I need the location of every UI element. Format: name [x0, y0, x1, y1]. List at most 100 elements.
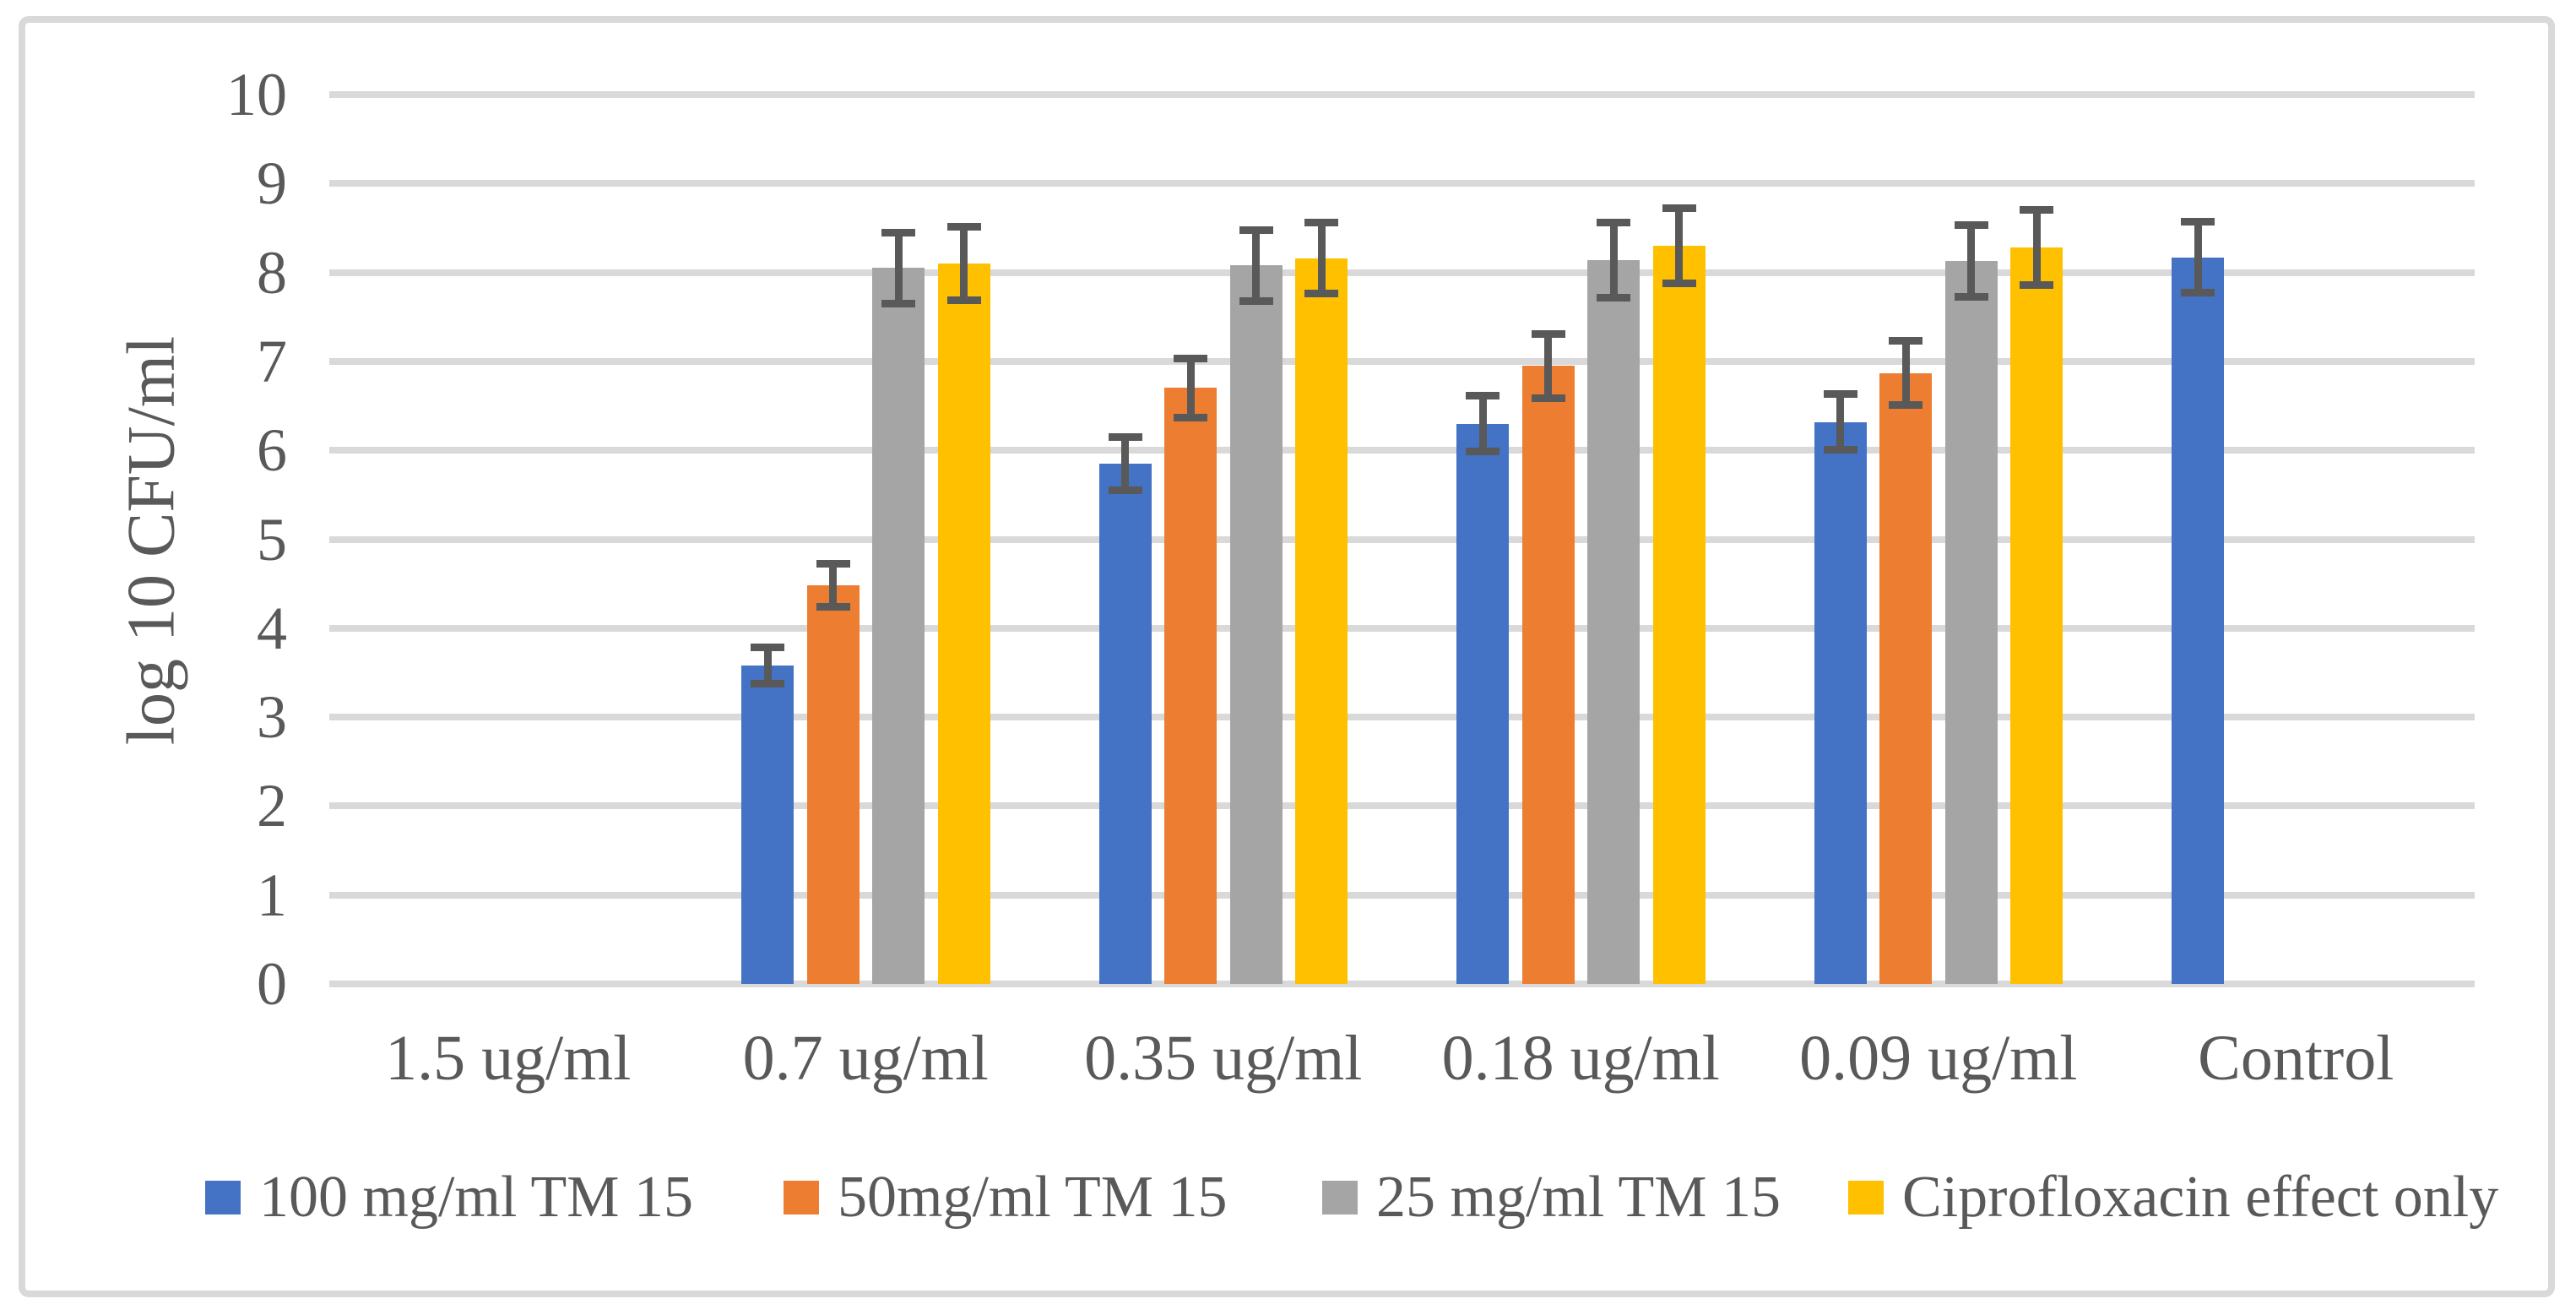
legend-marker-icon-0 [205, 1181, 241, 1214]
y-tick-label-1: 1 [257, 861, 287, 929]
error-bar-cap-top-s0-c4 [1823, 390, 1857, 399]
error-bar-cap-top-s2-c1 [881, 228, 915, 236]
error-bar-cap-top-s1-c3 [1531, 329, 1565, 338]
x-axis-label-0: 1.5 ug/ml [385, 1023, 632, 1094]
error-bar-line-s2-c1 [894, 232, 903, 304]
error-bar-cap-bottom-s3-c2 [1304, 290, 1338, 298]
error-bar-cap-top-s1-c1 [816, 560, 850, 568]
error-bar-line-s2-c3 [1609, 222, 1618, 298]
gridline-y-6 [329, 447, 2475, 454]
error-bar-cap-top-s0-c5 [2181, 218, 2215, 226]
legend-marker-icon-2 [1322, 1181, 1358, 1214]
error-bar-cap-top-s0-c1 [751, 644, 784, 652]
error-bar-cap-top-s3-c4 [2020, 206, 2053, 215]
error-bar-line-s0-c2 [1121, 437, 1129, 491]
error-bar-line-s1-c3 [1544, 334, 1552, 399]
error-bar-line-s1-c2 [1186, 358, 1195, 418]
error-bar-cap-top-s0-c2 [1108, 432, 1142, 441]
error-bar-cap-bottom-s0-c4 [1823, 445, 1857, 454]
bar-s1-c4 [1879, 372, 1932, 984]
error-bar-cap-top-s3-c2 [1304, 219, 1338, 227]
error-bar-line-s0-c3 [1478, 395, 1487, 452]
y-tick-label-3: 3 [257, 683, 287, 752]
gridline-y-1 [329, 891, 2475, 899]
error-bar-cap-top-s3-c3 [1662, 204, 1696, 213]
error-bar-cap-bottom-s2-c2 [1239, 296, 1273, 305]
gridline-y-10 [329, 91, 2475, 98]
bar-s2-c2 [1229, 265, 1283, 984]
error-bar-cap-bottom-s3-c1 [946, 296, 981, 304]
bar-s2-c1 [872, 268, 925, 984]
error-bar-cap-bottom-s0-c3 [1466, 447, 1500, 455]
gridline-y-3 [329, 714, 2475, 721]
legend-label-3: Ciprofloxacin effect only [1902, 1165, 2499, 1230]
y-tick-label-10: 10 [226, 61, 287, 128]
bar-s0-c4 [1814, 421, 1867, 984]
error-bar-cap-bottom-s1-c1 [816, 603, 850, 611]
y-tick-label-5: 5 [257, 505, 287, 573]
bar-s0-c1 [741, 666, 794, 984]
legend-item-2: 25 mg/ml TM 15 [1322, 1167, 1781, 1228]
error-bar-line-s0-c1 [763, 647, 772, 684]
bar-s1-c3 [1521, 366, 1575, 984]
gridline-y-9 [329, 180, 2475, 187]
error-bar-cap-bottom-s2-c4 [1954, 292, 1988, 301]
y-tick-label-8: 8 [257, 238, 287, 307]
gridline-y-7 [329, 357, 2475, 365]
legend-marker-icon-3 [1848, 1181, 1884, 1214]
error-bar-line-s2-c4 [1967, 225, 1975, 297]
error-bar-cap-top-s1-c4 [1889, 337, 1923, 345]
bar-s0-c5 [2172, 257, 2224, 984]
error-bar-cap-bottom-s0-c2 [1108, 486, 1142, 495]
y-tick-label-7: 7 [257, 327, 287, 395]
chart-border [19, 16, 2555, 1297]
error-bar-cap-bottom-s2-c1 [881, 299, 915, 307]
y-tick-label-4: 4 [257, 594, 287, 662]
error-bar-line-s3-c3 [1675, 208, 1683, 284]
error-bar-cap-bottom-s3-c3 [1662, 279, 1696, 287]
bar-s3-c1 [937, 264, 990, 984]
error-bar-cap-bottom-s1-c4 [1889, 400, 1923, 409]
error-bar-cap-top-s2-c2 [1239, 226, 1273, 234]
error-bar-line-s2-c2 [1252, 230, 1260, 302]
gridline-y-2 [329, 802, 2475, 810]
y-tick-label-0: 0 [257, 950, 287, 1018]
legend-item-3: Ciprofloxacin effect only [1848, 1167, 2498, 1228]
error-bar-line-s0-c5 [2194, 221, 2202, 293]
bar-s2-c4 [1944, 260, 1998, 984]
error-bar-cap-bottom-s1-c3 [1531, 394, 1565, 402]
error-bar-cap-top-s2-c3 [1597, 219, 1630, 227]
legend-item-0: 100 mg/ml TM 15 [205, 1167, 693, 1228]
x-axis-label-2: 0.35 ug/ml [1084, 1023, 1363, 1094]
y-tick-label-6: 6 [257, 416, 287, 485]
gridline-y-8 [329, 269, 2475, 276]
bar-s1-c1 [806, 585, 860, 984]
legend-marker-icon-1 [784, 1181, 819, 1214]
legend-label-0: 100 mg/ml TM 15 [259, 1165, 694, 1230]
error-bar-cap-bottom-s0-c1 [751, 679, 784, 687]
error-bar-line-s3-c1 [960, 226, 968, 301]
bar-s3-c3 [1652, 246, 1706, 984]
error-bar-line-s1-c1 [829, 563, 837, 607]
legend-item-1: 50mg/ml TM 15 [784, 1167, 1228, 1228]
error-bar-line-s3-c4 [2032, 209, 2041, 285]
error-bar-cap-bottom-s0-c5 [2181, 289, 2215, 297]
bar-s0-c2 [1098, 463, 1152, 984]
x-axis-label-1: 0.7 ug/ml [742, 1023, 989, 1094]
x-axis-label-3: 0.18 ug/ml [1441, 1023, 1720, 1094]
bar-s3-c2 [1295, 258, 1348, 984]
legend-label-1: 50mg/ml TM 15 [838, 1165, 1228, 1230]
error-bar-cap-top-s3-c1 [946, 223, 981, 231]
bar-s3-c4 [2010, 247, 2063, 984]
y-tick-label-2: 2 [257, 772, 287, 840]
error-bar-cap-top-s2-c4 [1954, 221, 1988, 230]
error-bar-cap-bottom-s2-c3 [1597, 293, 1630, 302]
bar-s2-c3 [1587, 259, 1640, 984]
bar-s1-c2 [1164, 388, 1217, 984]
x-axis-label-5: Control [2198, 1023, 2394, 1094]
bar-s0-c3 [1456, 423, 1509, 984]
gridline-y-4 [329, 624, 2475, 632]
error-bar-line-s1-c4 [1901, 340, 1910, 405]
